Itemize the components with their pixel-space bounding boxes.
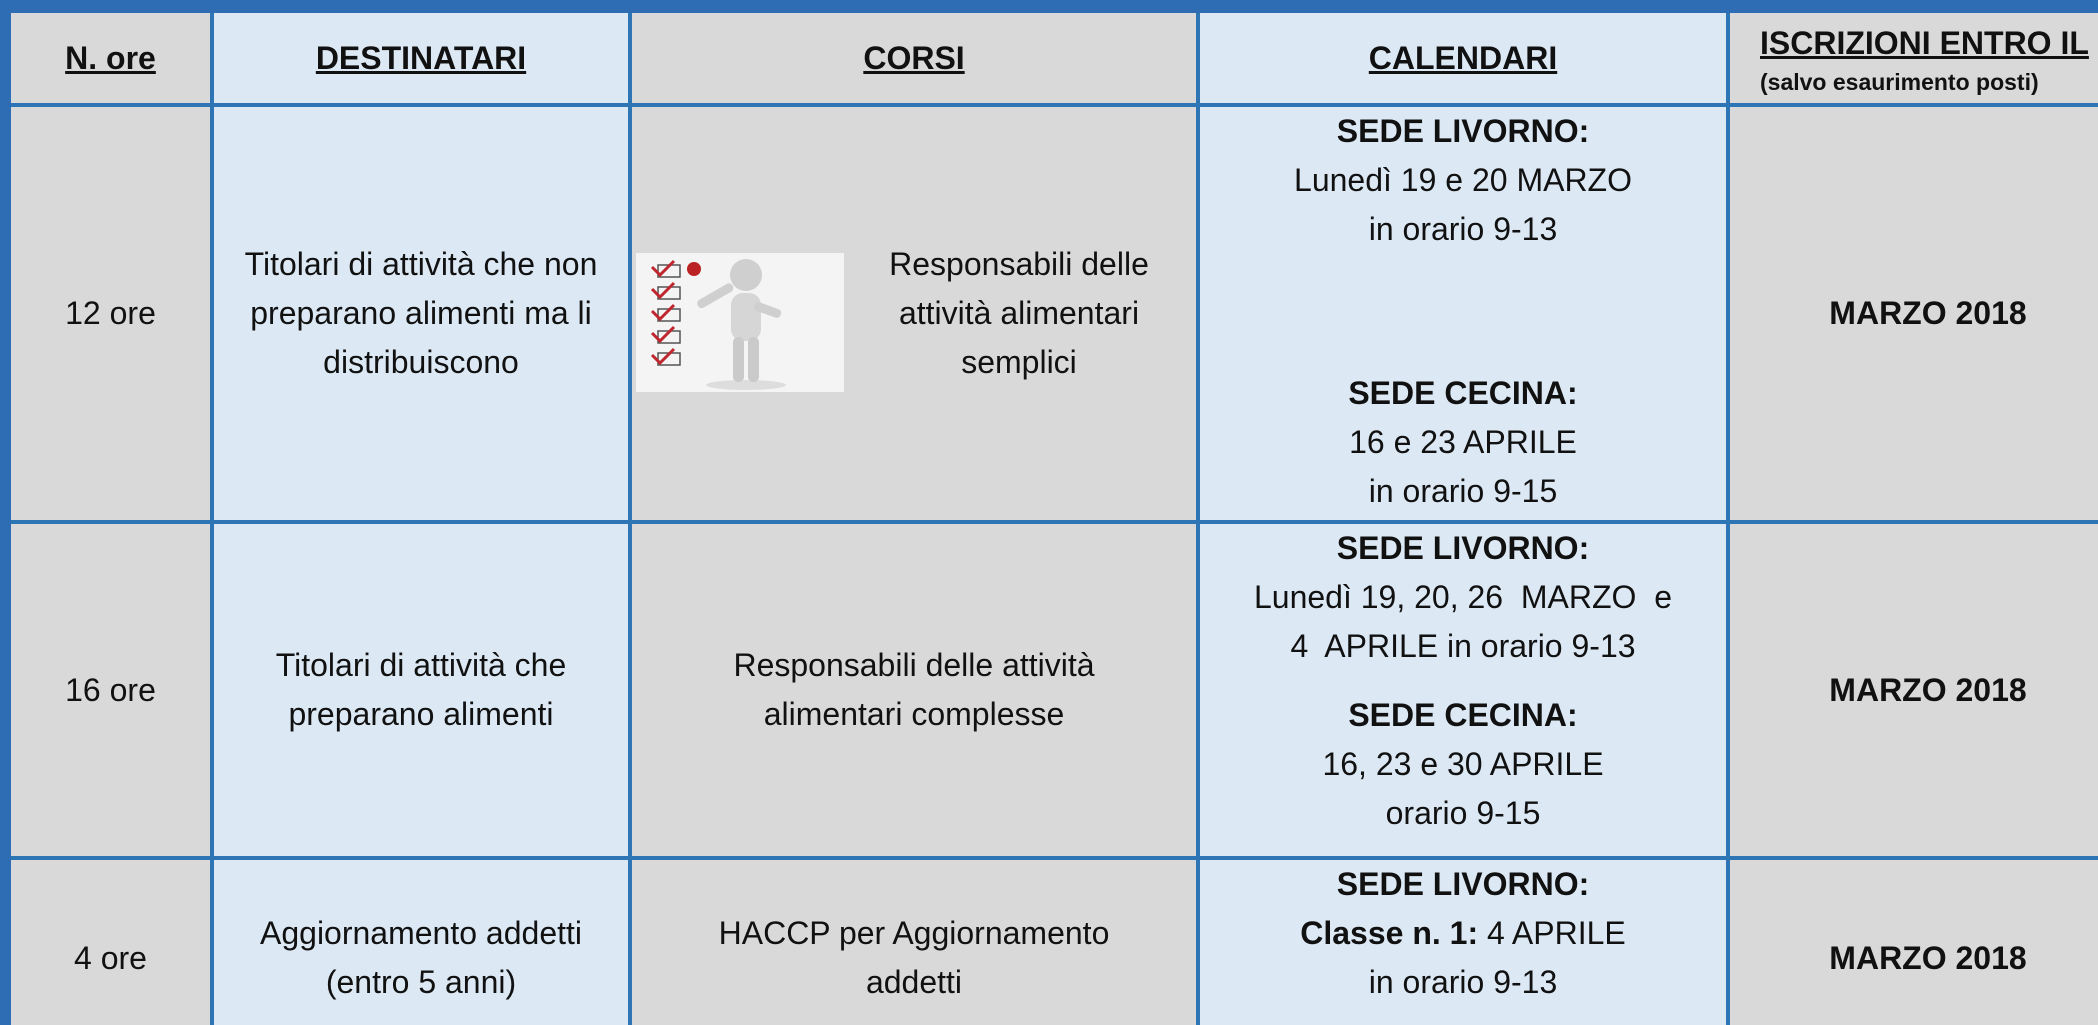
header-title: CALENDARI bbox=[1368, 39, 1558, 76]
hours: 12 ore bbox=[65, 295, 156, 331]
calendar-line: 16 e 23 APRILE bbox=[1348, 418, 1577, 467]
calendar-text: Lunedì 19 e 20 MARZO bbox=[1294, 162, 1632, 198]
calendar-line: Classe n. 1: 4 APRILE bbox=[1300, 909, 1626, 958]
calendar-heading: SEDE CECINA: bbox=[1348, 375, 1578, 411]
recipients: Titolari di attività che preparano alime… bbox=[275, 647, 567, 732]
calendar-block: SEDE CECINA: 16 e 23 APRILE in orario 9-15 bbox=[1348, 369, 1577, 516]
calendar-line: 4 APRILE in orario 9-13 bbox=[1254, 622, 1672, 671]
hours: 4 ore bbox=[74, 939, 147, 976]
course: Responsabili delle attività alimentari c… bbox=[733, 647, 1095, 732]
recipients-cell: Aggiornamento addetti (entro 5 anni) bbox=[214, 860, 632, 1025]
deadline-cell: MARZO 2018 bbox=[1730, 860, 2098, 1025]
checklist-figure bbox=[636, 253, 844, 392]
calendar-text: orario 9-15 bbox=[1385, 795, 1541, 831]
calendar-text: 4 APRILE bbox=[1487, 915, 1626, 951]
hours-cell: 16 ore bbox=[11, 524, 214, 860]
header-cell: DESTINATARI bbox=[214, 13, 632, 107]
calendar-text: in orario 9-13 bbox=[1368, 211, 1558, 247]
deadline: MARZO 2018 bbox=[1829, 939, 2027, 976]
calendar-text: 16, 23 e 30 APRILE bbox=[1322, 746, 1604, 782]
hours: 16 ore bbox=[65, 671, 156, 708]
calendar-heading: SEDE CECINA: bbox=[1348, 697, 1578, 733]
calendar-text: 4 APRILE in orario 9-13 bbox=[1290, 628, 1636, 664]
calendar-cell: SEDE LIVORNO: Classe n. 1: 4 APRILE in ora… bbox=[1200, 860, 1730, 1025]
recipients: Aggiornamento addetti (entro 5 anni) bbox=[260, 915, 582, 1000]
header-cell: CALENDARI bbox=[1200, 13, 1730, 107]
header-subtitle: (salvo esaurimento posti) bbox=[1760, 69, 2039, 95]
header-title: CORSI bbox=[863, 39, 965, 76]
calendar-block: SEDE CECINA: 16, 23 e 30 APRILE orario 9-1… bbox=[1322, 691, 1603, 838]
calendar-text: in orario 9-15 bbox=[1368, 473, 1558, 509]
calendar-heading: SEDE LIVORNO: bbox=[1336, 866, 1590, 902]
calendar-block: SEDE LIVORNO: Lunedì 19 e 20 MARZO in orar… bbox=[1294, 107, 1632, 254]
header-title: DESTINATARI bbox=[315, 39, 527, 76]
course-cell: HACCP per Aggiornamento addetti bbox=[632, 860, 1200, 1025]
calendar-line: Lunedì 19, 20, 26 MARZO e bbox=[1254, 573, 1672, 622]
calendar-text: 16 e 23 APRILE bbox=[1349, 424, 1577, 460]
recipients-cell: Titolari di attività che non preparano a… bbox=[214, 107, 632, 524]
calendar-label: Classe n. 1: bbox=[1300, 915, 1479, 951]
header-title: N. ore bbox=[65, 39, 156, 76]
deadline: MARZO 2018 bbox=[1829, 671, 2027, 708]
header-cell: CORSI bbox=[632, 13, 1200, 107]
header-cell: ISCRIZIONI ENTRO IL (salvo esaurimento po… bbox=[1730, 13, 2098, 107]
calendar-line: in orario 9-13 bbox=[1300, 958, 1626, 1007]
deadline: MARZO 2018 bbox=[1829, 295, 2027, 331]
hours-cell: 12 ore bbox=[11, 107, 214, 524]
calendar-block: SEDE LIVORNO: Lunedì 19, 20, 26 MARZO e 4 … bbox=[1254, 524, 1672, 671]
calendar-block: SEDE LIVORNO: Classe n. 1: 4 APRILE in ora… bbox=[1300, 860, 1626, 1007]
calendar-cell: SEDE LIVORNO: Lunedì 19, 20, 26 MARZO e 4 … bbox=[1200, 524, 1730, 860]
calendar-text: Lunedì 19, 20, 26 MARZO e bbox=[1253, 579, 1672, 615]
calendar-cell: SEDE LIVORNO: Lunedì 19 e 20 MARZO in orar… bbox=[1200, 107, 1730, 524]
deadline-cell: MARZO 2018 bbox=[1730, 524, 2098, 860]
recipients-cell: Titolari di attività che preparano alime… bbox=[214, 524, 632, 860]
calendar-line: in orario 9-15 bbox=[1348, 467, 1577, 516]
calendar-heading: SEDE LIVORNO: bbox=[1336, 113, 1590, 149]
hours-cell: 4 ore bbox=[11, 860, 214, 1025]
frame-left bbox=[0, 0, 11, 1025]
recipients: Titolari di attività che non preparano a… bbox=[244, 246, 598, 380]
frame-top bbox=[0, 0, 2098, 13]
header-title: ISCRIZIONI ENTRO IL bbox=[1760, 25, 2089, 61]
calendar-text: in orario 9-13 bbox=[1368, 964, 1558, 1000]
calendar-line: Lunedì 19 e 20 MARZO bbox=[1294, 156, 1632, 205]
deadline-cell: MARZO 2018 bbox=[1730, 107, 2098, 524]
calendar-line: in orario 9-13 bbox=[1294, 205, 1632, 254]
header-cell: N. ore bbox=[11, 13, 214, 107]
course: HACCP per Aggiornamento addetti bbox=[718, 915, 1110, 1000]
course: Responsabili delle attività alimentari s… bbox=[889, 246, 1149, 380]
calendar-heading: SEDE LIVORNO: bbox=[1336, 530, 1590, 566]
calendar-line: 16, 23 e 30 APRILE bbox=[1322, 740, 1603, 789]
calendar-line: orario 9-15 bbox=[1322, 789, 1603, 838]
course-table: N. ore DESTINATARI CORSI CALENDARI ISCRIZION… bbox=[11, 13, 2098, 1025]
course-cell: Responsabili delle attività alimentari c… bbox=[632, 524, 1200, 860]
